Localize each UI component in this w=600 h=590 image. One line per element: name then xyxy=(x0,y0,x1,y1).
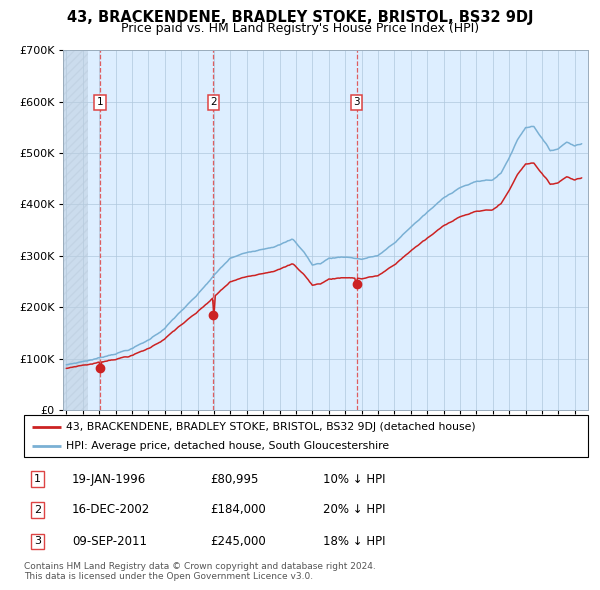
Text: 18% ↓ HPI: 18% ↓ HPI xyxy=(323,535,385,548)
Text: 10% ↓ HPI: 10% ↓ HPI xyxy=(323,473,385,486)
Text: 20% ↓ HPI: 20% ↓ HPI xyxy=(323,503,385,516)
Text: 2: 2 xyxy=(210,97,217,107)
Text: £184,000: £184,000 xyxy=(210,503,266,516)
Text: 16-DEC-2002: 16-DEC-2002 xyxy=(72,503,150,516)
Bar xyxy=(63,50,88,410)
Text: Contains HM Land Registry data © Crown copyright and database right 2024.
This d: Contains HM Land Registry data © Crown c… xyxy=(24,562,376,581)
Text: 1: 1 xyxy=(34,474,41,484)
Text: 19-JAN-1996: 19-JAN-1996 xyxy=(72,473,146,486)
Text: HPI: Average price, detached house, South Gloucestershire: HPI: Average price, detached house, Sout… xyxy=(66,441,389,451)
Text: 09-SEP-2011: 09-SEP-2011 xyxy=(72,535,147,548)
Text: 43, BRACKENDENE, BRADLEY STOKE, BRISTOL, BS32 9DJ: 43, BRACKENDENE, BRADLEY STOKE, BRISTOL,… xyxy=(67,10,533,25)
Text: Price paid vs. HM Land Registry's House Price Index (HPI): Price paid vs. HM Land Registry's House … xyxy=(121,22,479,35)
Text: 3: 3 xyxy=(353,97,360,107)
Text: 3: 3 xyxy=(34,536,41,546)
Text: £80,995: £80,995 xyxy=(210,473,259,486)
Text: 2: 2 xyxy=(34,505,41,514)
Text: 43, BRACKENDENE, BRADLEY STOKE, BRISTOL, BS32 9DJ (detached house): 43, BRACKENDENE, BRADLEY STOKE, BRISTOL,… xyxy=(66,422,476,432)
Text: £245,000: £245,000 xyxy=(210,535,266,548)
Text: 1: 1 xyxy=(97,97,103,107)
